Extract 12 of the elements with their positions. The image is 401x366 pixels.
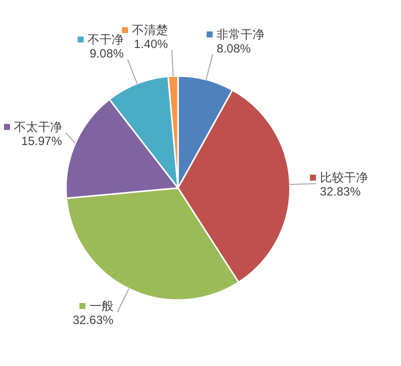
legend-label: 非常干净 xyxy=(216,27,265,42)
data-label: 32.63% xyxy=(72,313,114,327)
legend-label: 不干净 xyxy=(88,32,124,46)
legend-label: 一般 xyxy=(89,299,114,313)
data-label: 32.83% xyxy=(320,184,361,199)
data-label: 1.40% xyxy=(134,37,168,52)
data-label: 9.08% xyxy=(90,46,124,60)
legend-label: 不太干净 xyxy=(14,120,62,134)
legend-label: 不清楚 xyxy=(132,23,168,38)
legend-label: 比较干净 xyxy=(320,170,368,185)
data-label: 15.97% xyxy=(21,134,62,148)
data-label: 8.08% xyxy=(216,41,252,56)
